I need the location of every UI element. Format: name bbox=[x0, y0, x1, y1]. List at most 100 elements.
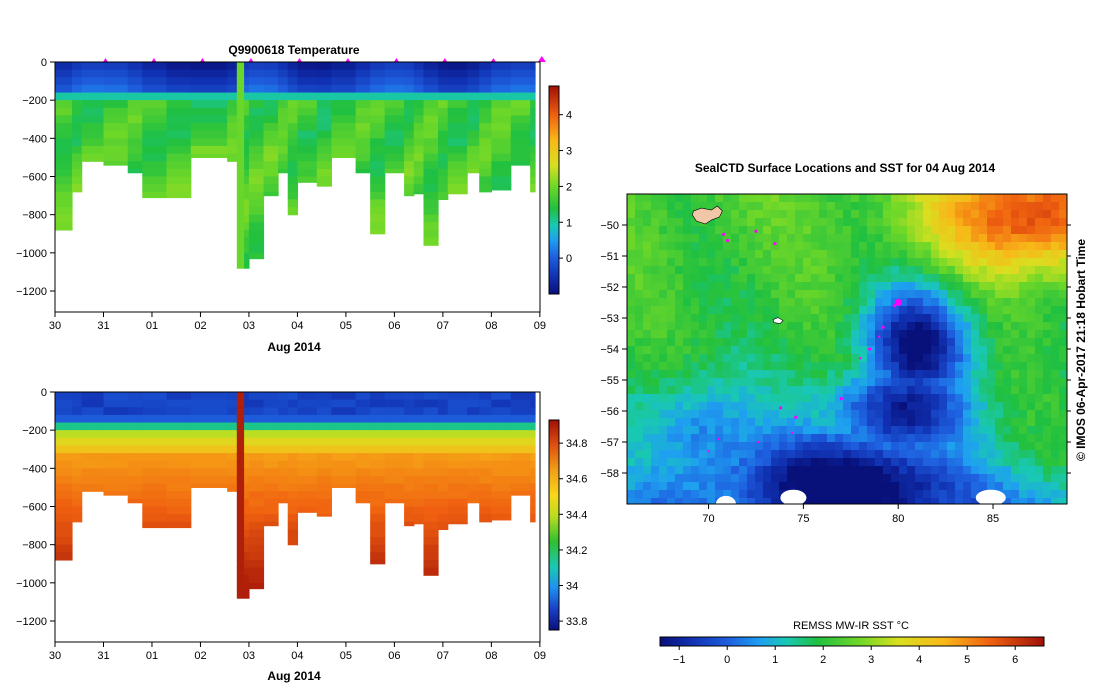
sst-cell bbox=[819, 322, 828, 331]
sst-cell bbox=[827, 490, 836, 499]
section-cell bbox=[447, 414, 468, 424]
sst-cell bbox=[667, 226, 676, 235]
section-cell bbox=[263, 514, 279, 523]
sst-cell bbox=[771, 314, 780, 323]
sst-cell bbox=[843, 274, 852, 283]
section-cell bbox=[316, 483, 332, 492]
sst-cell bbox=[747, 434, 756, 443]
section-cell bbox=[103, 69, 129, 78]
sst-cell bbox=[971, 482, 980, 491]
sst-cell bbox=[851, 442, 860, 451]
sst-cell bbox=[667, 418, 676, 427]
section-cell bbox=[297, 161, 318, 170]
sst-cell bbox=[899, 290, 908, 299]
sst-cell bbox=[1003, 418, 1012, 427]
sst-cell bbox=[827, 354, 836, 363]
section-cell bbox=[278, 498, 289, 504]
section-cell bbox=[190, 437, 228, 447]
section-cell bbox=[297, 123, 318, 132]
sst-cell bbox=[923, 298, 932, 307]
section-cell bbox=[331, 407, 357, 416]
sst-cell bbox=[1011, 490, 1020, 499]
sst-cell bbox=[1059, 194, 1067, 203]
sst-cell bbox=[691, 226, 700, 235]
section-cell bbox=[287, 475, 299, 485]
sst-cell bbox=[899, 266, 908, 275]
map-lat-tick-label: −58 bbox=[600, 468, 619, 480]
sst-cell bbox=[947, 226, 956, 235]
section-cell bbox=[55, 483, 73, 492]
section-cell bbox=[316, 430, 332, 439]
section-cell bbox=[384, 414, 405, 424]
sst-cell bbox=[875, 242, 884, 251]
sst-cell bbox=[851, 402, 860, 411]
sst-cell bbox=[955, 298, 964, 307]
section-cell bbox=[236, 453, 245, 462]
sst-cell bbox=[955, 258, 964, 267]
section-cell bbox=[55, 422, 73, 431]
sst-cell bbox=[651, 490, 660, 499]
sst-cell bbox=[819, 258, 828, 267]
sst-cell bbox=[963, 338, 972, 347]
sst-cell bbox=[827, 402, 836, 411]
section-cell bbox=[244, 414, 250, 424]
sst-cell bbox=[1035, 274, 1044, 283]
sst-cell bbox=[1019, 402, 1028, 411]
sst-cell bbox=[891, 346, 900, 355]
sst-cell bbox=[1051, 498, 1060, 504]
sst-cell bbox=[923, 322, 932, 331]
sst-cell bbox=[635, 338, 644, 347]
section-cell bbox=[248, 468, 265, 477]
section-cell bbox=[236, 252, 245, 262]
sst-cell bbox=[635, 202, 644, 211]
section-cell bbox=[236, 468, 245, 477]
sst-cell bbox=[731, 346, 740, 355]
sst-cell bbox=[827, 410, 836, 419]
sst-cell bbox=[763, 466, 772, 475]
section-cell bbox=[248, 191, 265, 201]
sst-cell bbox=[675, 466, 684, 475]
sst-cell bbox=[971, 226, 980, 235]
section-cell bbox=[479, 138, 492, 147]
section-cell bbox=[297, 414, 318, 424]
sst-cell bbox=[683, 218, 692, 227]
section-cell bbox=[227, 445, 238, 454]
section-cell bbox=[423, 107, 439, 117]
section-cell bbox=[370, 460, 386, 469]
section-cell bbox=[248, 145, 265, 155]
sst-cell bbox=[939, 370, 948, 379]
section-cell bbox=[370, 168, 386, 178]
section-cell bbox=[297, 77, 318, 86]
sst-cell bbox=[707, 338, 716, 347]
section-cell bbox=[248, 552, 265, 561]
sst-cell bbox=[651, 242, 660, 251]
sst-cell bbox=[939, 410, 948, 419]
sst-cell bbox=[867, 330, 876, 339]
section-cell bbox=[71, 69, 83, 78]
section-cell bbox=[55, 207, 73, 216]
sst-cell bbox=[627, 418, 636, 427]
section-cell bbox=[297, 437, 318, 447]
sst-cell bbox=[795, 394, 804, 403]
section-cell bbox=[263, 153, 279, 162]
section-cell bbox=[423, 460, 439, 469]
map-lon-tick-label: 80 bbox=[892, 513, 904, 525]
section-cell bbox=[227, 460, 238, 469]
sst-cell bbox=[643, 354, 652, 363]
section-cell bbox=[263, 483, 279, 492]
temperature-x-tick-label: 05 bbox=[340, 320, 352, 332]
sst-cell bbox=[1027, 202, 1036, 211]
section-cell bbox=[166, 176, 192, 185]
sst-cell bbox=[867, 274, 876, 283]
sst-cell bbox=[883, 442, 892, 451]
sst-cell bbox=[627, 314, 636, 323]
sst-cell bbox=[979, 362, 988, 371]
sst-cell bbox=[771, 362, 780, 371]
section-cell bbox=[287, 138, 299, 147]
section-cell bbox=[370, 430, 386, 439]
sst-cell bbox=[731, 362, 740, 371]
sst-cell bbox=[683, 378, 692, 387]
section-cell bbox=[244, 115, 250, 124]
section-cell bbox=[55, 491, 73, 500]
section-cell bbox=[438, 422, 449, 431]
